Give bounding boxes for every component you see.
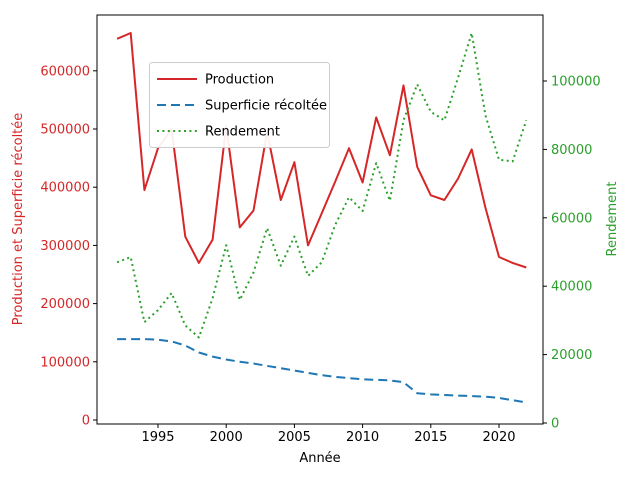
y-left-tick-label: 200000 [40,297,90,312]
y-axis-right-ticks: 0 20000 40000 60000 80000 100000 [543,75,601,432]
y-right-tick-label: 100000 [551,75,601,90]
y-axis-right-label: Rendement [605,182,620,257]
y-left-tick-label: 300000 [40,239,90,254]
legend-label-production: Production [205,73,274,88]
y-right-tick-label: 80000 [551,143,592,158]
x-axis-ticks: 1995 2000 2005 2010 2015 2020 [141,424,516,445]
x-tick-label: 2015 [414,430,447,445]
x-tick-label: 2020 [482,430,515,445]
x-tick-label: 2005 [278,430,311,445]
legend-label-rendement: Rendement [205,125,280,140]
legend-box [149,62,330,148]
y-left-tick-label: 0 [82,414,90,429]
y-axis-left-ticks: 0 100000 200000 300000 400000 500000 600000 [40,64,97,429]
superficie-line [117,338,527,404]
x-axis-label: Année [299,451,340,466]
plot-area [96,14,544,425]
x-tick-label: 1995 [141,430,174,445]
y-left-tick-label: 600000 [40,64,90,79]
x-tick-label: 2000 [210,430,243,445]
y-left-tick-label: 400000 [40,181,90,196]
y-right-tick-label: 20000 [551,348,592,363]
y-axis-left-label: Production et Superficie récoltée [11,113,26,326]
legend: Production Superficie récoltée Rendement [149,62,330,148]
y-right-tick-label: 0 [551,417,559,432]
x-tick-label: 2010 [346,430,379,445]
y-right-tick-label: 60000 [551,211,592,226]
legend-label-superficie: Superficie récoltée [205,99,327,114]
y-left-tick-label: 500000 [40,123,90,138]
y-left-tick-label: 100000 [40,355,90,370]
y-right-tick-label: 40000 [551,280,592,295]
series-lines [116,32,528,404]
production-line [116,32,527,269]
